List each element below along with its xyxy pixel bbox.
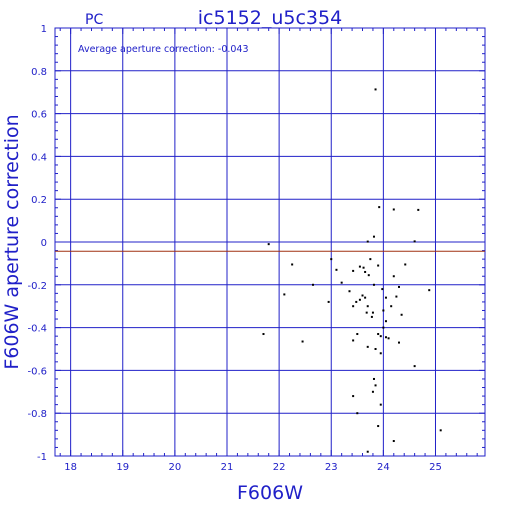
data-point xyxy=(366,240,369,243)
data-point xyxy=(395,295,398,298)
data-point xyxy=(413,365,416,368)
y-tick-label: 0 xyxy=(41,238,47,249)
data-point xyxy=(384,336,387,339)
y-tick-label: -0.4 xyxy=(27,324,47,335)
data-point xyxy=(361,294,364,297)
data-point xyxy=(356,333,359,336)
y-tick-label: 0.6 xyxy=(31,110,47,121)
data-point xyxy=(312,283,314,286)
data-point xyxy=(262,333,265,336)
y-tick-label: -0.6 xyxy=(27,366,47,377)
header-pc-label: PC xyxy=(85,12,103,28)
data-point xyxy=(384,320,387,323)
data-point xyxy=(367,274,370,277)
data-point xyxy=(378,206,381,209)
data-point xyxy=(379,335,382,338)
data-point xyxy=(365,311,368,314)
data-point xyxy=(374,348,377,350)
y-tick-label: 0.8 xyxy=(31,67,47,78)
y-tick-label: 0.2 xyxy=(31,195,47,206)
data-point xyxy=(390,305,393,308)
x-tick-label: 20 xyxy=(169,462,182,473)
data-point xyxy=(374,384,377,387)
data-point xyxy=(382,326,385,329)
data-point xyxy=(413,240,416,243)
data-point xyxy=(372,283,375,286)
data-point xyxy=(291,263,294,266)
data-point xyxy=(283,293,286,296)
y-tick-label: -0.8 xyxy=(27,409,47,420)
x-tick-label: 25 xyxy=(429,462,442,473)
data-point xyxy=(400,313,403,316)
data-point xyxy=(366,450,369,453)
data-point xyxy=(358,298,361,301)
data-point xyxy=(364,296,367,299)
data-point xyxy=(392,440,395,443)
data-point xyxy=(330,258,333,261)
data-point xyxy=(398,341,400,344)
data-point xyxy=(377,425,380,428)
data-point xyxy=(301,340,304,343)
x-tick-label: 23 xyxy=(325,462,338,473)
data-point xyxy=(369,258,372,261)
data-point xyxy=(384,296,387,299)
data-point xyxy=(392,208,395,211)
data-point xyxy=(392,275,395,278)
data-point xyxy=(362,266,365,269)
x-tick-label: 18 xyxy=(64,462,77,473)
data-point xyxy=(366,345,369,348)
data-point xyxy=(364,270,367,273)
data-point xyxy=(379,403,382,406)
data-point xyxy=(428,289,431,292)
data-point xyxy=(398,285,400,288)
data-point xyxy=(356,412,359,415)
x-tick-label: 24 xyxy=(377,462,390,473)
data-point xyxy=(348,290,351,293)
y-tick-label: 0.4 xyxy=(31,152,47,163)
y-tick-label: -0.2 xyxy=(27,281,47,292)
data-point xyxy=(267,243,270,246)
data-point xyxy=(352,339,355,342)
data-point xyxy=(352,269,355,272)
x-axis-label: F606W xyxy=(237,482,303,504)
data-point xyxy=(387,337,390,340)
chart-title: ic5152_u5c354 xyxy=(198,7,342,29)
data-point xyxy=(371,311,374,314)
data-point xyxy=(370,315,373,318)
data-point xyxy=(372,377,375,380)
data-point xyxy=(327,300,330,303)
y-tick-label: 1 xyxy=(41,24,47,35)
data-point xyxy=(371,390,374,393)
y-tick-label: -1 xyxy=(37,452,47,463)
plot-area: 18 19 20 21 22 23 24 25 1 0.8 0.6 0.4 0.2 0 -0.2 -0.4 -0… xyxy=(27,24,486,473)
data-point xyxy=(377,333,380,336)
data-point xyxy=(335,268,338,271)
data-point xyxy=(355,300,358,303)
data-point xyxy=(382,309,385,312)
y-axis-label: F606W aperture correction xyxy=(1,114,23,369)
x-tick-label: 19 xyxy=(116,462,129,473)
data-point xyxy=(340,281,343,284)
data-point xyxy=(381,288,384,291)
average-correction-annotation: Average aperture correction: -0.043 xyxy=(78,44,249,55)
data-point xyxy=(377,264,380,267)
data-point xyxy=(417,208,420,211)
data-point xyxy=(358,265,361,268)
data-point xyxy=(404,263,407,266)
data-point xyxy=(352,395,355,398)
data-point xyxy=(366,305,369,308)
x-tick-label: 22 xyxy=(273,462,286,473)
data-point xyxy=(352,305,355,308)
data-point xyxy=(374,88,377,91)
data-point xyxy=(379,352,382,355)
x-tick-label: 21 xyxy=(221,462,234,473)
data-point xyxy=(372,235,375,238)
data-point xyxy=(439,429,442,432)
